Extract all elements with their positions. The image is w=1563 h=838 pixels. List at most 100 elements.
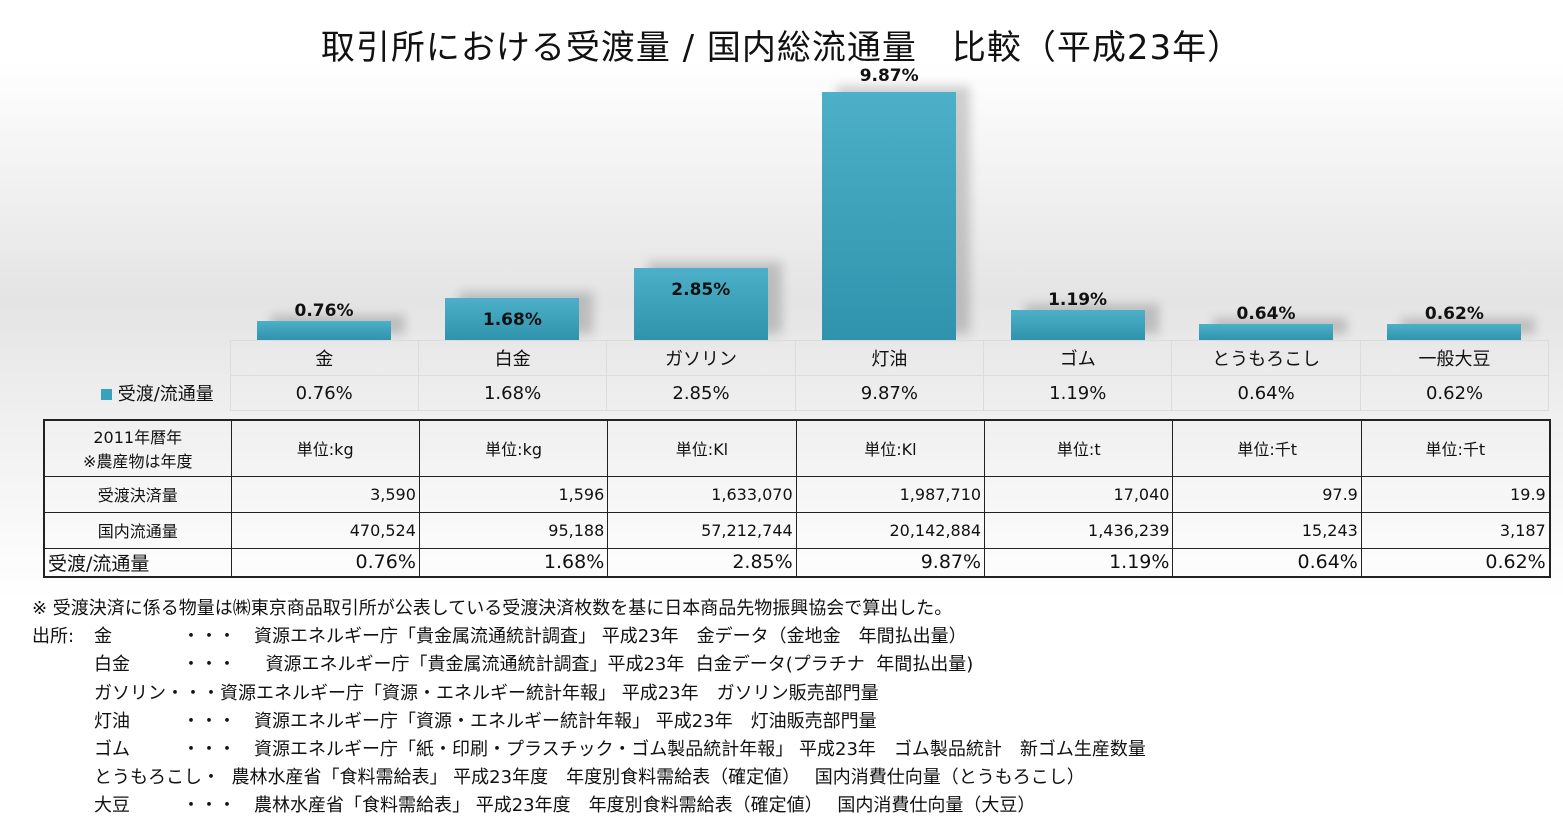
bar [1387,324,1522,340]
data-label: 0.62% [1424,304,1484,325]
source-dots: ・ [202,767,220,789]
table-cell: 1,596 [418,475,609,513]
value-cell: 0.64% [1171,375,1361,411]
chart-title: 取引所における受渡量 / 国内総流通量 比較（平成23年） [320,28,1243,68]
category-label: ガソリン [606,340,796,376]
table-cell: 95,188 [418,511,609,549]
source-item: 白金 [94,654,130,676]
source-label [32,736,94,764]
table-cell: 3,187 [1360,511,1551,549]
unit-cell: 単位:t [984,419,1174,477]
table-cell: 9.87% [795,547,986,577]
data-label: 1.19% [1048,290,1108,311]
value-cell: 9.87% [794,375,985,411]
source-label [32,792,94,820]
source-line: 出所: 金 ・・・ 資源エネルギー庁「貴金属流通統計調査」 平成23年 金データ（金地… [32,623,1146,651]
source-text: 資源エネルギー庁「資源・エネルギー統計年報」 平成23年 ガソリン販売部門量 [220,682,879,704]
source-label [32,680,94,708]
unit-cell: 単位:Kl [795,419,986,477]
source-dots: ・・・ [182,710,236,732]
source-dots: ・・・ [182,654,236,676]
bar [633,268,768,340]
bar [257,320,391,340]
source-text: 資源エネルギー庁「貴金属流通統計調査」平成23年 白金データ(プラチナ 年間払出… [254,654,974,676]
legend-swatch [100,389,112,400]
source-line: ガソリン ・・・ 資源エネルギー庁「資源・エネルギー統計年報」 平成23年 ガソリン… [32,680,1146,708]
source-text: 資源エネルギー庁「貴金属流通統計調査」 平成23年 金データ（金地金 年間払出量… [254,626,967,648]
source-line: ゴム ・・・ 資源エネルギー庁「紙・印刷・プラスチック・ゴム製品統計年報」 平成23… [32,736,1146,764]
value-cell: 1.68% [417,375,608,411]
table-cell: 19.9 [1360,475,1551,513]
table-cell: 1,987,710 [795,475,986,513]
category-label: ゴム [983,340,1173,376]
unit-cell: 単位:kg [230,419,420,477]
note-first: ※ 受渡決済に係る物量は㈱東京商品取引所が公表している受渡決済枚数を基に日本商品… [32,598,953,619]
source-line: とうもろこし・ 農林水産省「食料需給表」 平成23年度 年度別食料需給表（確定値… [32,764,1146,792]
category-label: 金 [229,340,419,376]
category-label: 灯油 [794,340,985,376]
data-label: 0.76% [294,300,354,321]
unit-cell: 単位:kg [418,419,609,477]
row-label: 受渡決済量 [43,475,232,513]
table-cell: 470,524 [230,511,420,549]
table-row: 受渡決済量 3,590 1,596 1,633,070 1,987,710 17,040 9… [43,475,1551,513]
source-text: 資源エネルギー庁「資源・エネルギー統計年報」 平成23年 灯油販売部門量 [254,710,877,732]
source-item: 金 [94,626,112,648]
table-cell: 57,212,744 [607,511,797,549]
chart-data-table: 金白金 ガソリン 灯油 ゴム とうもろこし 一般大豆 受渡/流通量 0.76% 1.68% 2.… [85,340,1550,411]
table-row: 国内流通量 470,524 95,188 57,212,744 20,142,884 1,… [43,511,1551,549]
table-cell: 1.19% [984,547,1174,577]
value-cell: 1.19% [983,375,1173,411]
legend-entry: 受渡/流通量 [85,376,230,411]
detail-table: 2011年暦年 ※農産物は年度 単位:kg 単位:kg 単位:Kl 単位:Kl 単位:t 単位… [43,419,1551,578]
table-cell: 1,436,239 [984,511,1174,549]
source-item: とうもろこし [94,767,202,789]
unit-cell: 単位:Kl [607,419,797,477]
category-label: 白金 [417,340,608,376]
table-cell: 15,243 [1172,511,1362,549]
unit-cell: 単位:千t [1360,419,1551,477]
source-item: ゴム [94,739,130,761]
data-label: 9.87% [859,66,919,86]
value-cell: 2.85% [606,375,796,411]
bar [822,92,957,340]
bar [1199,323,1333,340]
source-text: 農林水産省「食料需給表」 平成23年度 年度別食料需給表（確定値） 国内消費仕向… [254,795,1036,817]
source-dots: ・・・ [182,739,236,761]
table-cell: 1,633,070 [607,475,797,513]
value-cell: 0.62% [1359,375,1550,411]
source-label [32,764,94,792]
value-cell: 0.76% [229,375,419,411]
table-cell: 3,590 [230,475,420,513]
source-dots: ・・・ [182,626,236,648]
category-label: 一般大豆 [1359,340,1550,376]
notes: ※ 受渡決済に係る物量は㈱東京商品取引所が公表している受渡決済枚数を基に日本商品… [32,595,1146,821]
row-label: 受渡/流通量 [43,547,232,577]
table-cell: 1.68% [418,547,609,577]
source-line: 灯油 ・・・ 資源エネルギー庁「資源・エネルギー統計年報」 平成23年 灯油販売部門… [32,708,1146,736]
header-label: 2011年暦年 ※農産物は年度 [43,419,232,477]
table-cell: 0.62% [1360,547,1551,577]
source-item: 灯油 [94,710,130,732]
table-row: 受渡/流通量 0.76% 1.68% 2.85% 9.87% 1.19% 0.64% 0.62… [43,547,1551,577]
table-cell: 97.9 [1172,475,1362,513]
source-item: ガソリン [94,682,166,704]
source-text: 資源エネルギー庁「紙・印刷・プラスチック・ゴム製品統計年報」 平成23年 ゴム製… [254,739,1146,761]
source-text: 農林水産省「食料需給表」 平成23年度 年度別食料需給表（確定値） 国内消費仕向… [220,767,1085,789]
table-cell: 2.85% [607,547,797,577]
plot-area: 0.76% 1.68% 2.85% 9.87% 1.19% 0.64% 0.62% [230,0,1549,340]
table-cell: 0.64% [1172,547,1362,577]
source-dots: ・・・ [182,795,236,817]
source-dots: ・・・ [166,682,220,704]
source-item: 大豆 [94,795,130,817]
bar [445,297,580,340]
source-label [32,708,94,736]
category-label: とうもろこし [1171,340,1361,376]
source-line: 大豆 ・・・ 農林水産省「食料需給表」 平成23年度 年度別食料需給表（確定値） 国… [32,792,1146,820]
unit-cell: 単位:千t [1172,419,1362,477]
row-label: 国内流通量 [43,511,232,549]
source-line: 白金 ・・・ 資源エネルギー庁「貴金属流通統計調査」平成23年 白金データ(プラチ… [32,651,1146,679]
data-label: 0.64% [1236,303,1296,324]
table-cell: 20,142,884 [795,511,986,549]
table-cell: 17,040 [984,475,1174,513]
